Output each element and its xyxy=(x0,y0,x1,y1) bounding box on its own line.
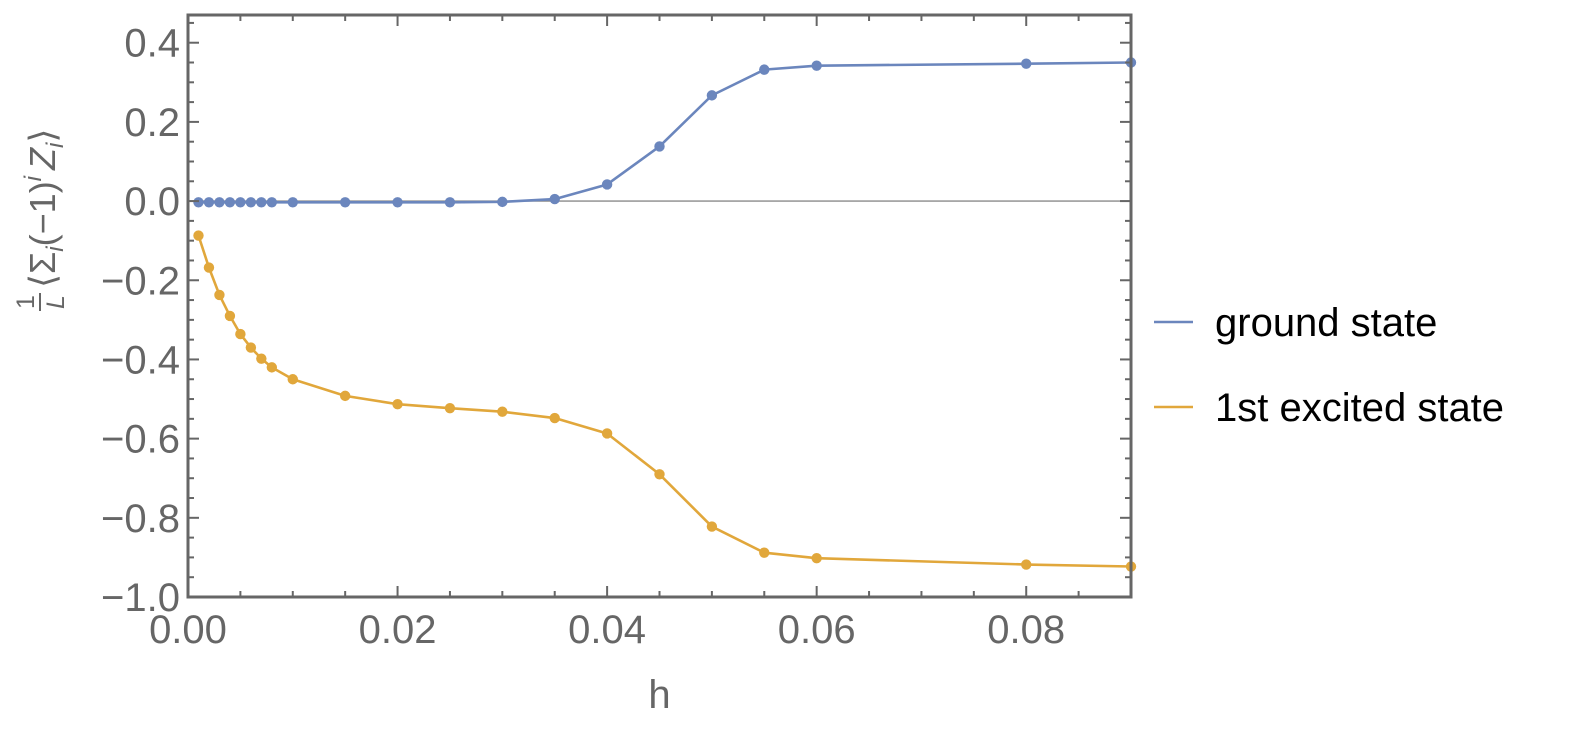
data-point xyxy=(444,197,456,208)
data-point xyxy=(444,402,456,414)
y-title-open: ⟨Σ xyxy=(22,252,63,288)
plot-frame xyxy=(186,13,1133,599)
data-point xyxy=(214,197,225,208)
data-point xyxy=(339,197,351,208)
legend: ground state 1st excited state xyxy=(1154,301,1504,430)
series-layer xyxy=(193,57,1137,572)
y-title-frac-num: 1 xyxy=(12,295,40,309)
series-line xyxy=(198,61,1132,204)
legend-label: ground state xyxy=(1215,301,1437,345)
data-point xyxy=(224,310,236,322)
data-point xyxy=(214,289,225,301)
y-tick-label: −0.4 xyxy=(101,338,180,382)
y-tick-label: −1.0 xyxy=(101,576,180,620)
data-point xyxy=(266,362,278,373)
y-title-sup-i: i xyxy=(20,175,47,181)
y-axis-title: 1 L ⟨Σi(−1)iZi⟩ xyxy=(12,129,70,311)
data-point xyxy=(549,412,560,424)
series-line xyxy=(197,235,1132,568)
data-point xyxy=(1021,58,1032,69)
x-axis-title: h xyxy=(648,673,670,717)
data-point xyxy=(706,90,718,101)
y-tick-label: −0.2 xyxy=(101,259,180,303)
data-point xyxy=(193,230,204,241)
data-point xyxy=(601,428,613,439)
data-point xyxy=(811,60,822,71)
data-point xyxy=(706,521,718,532)
y-tick-label: 0.2 xyxy=(124,101,180,145)
series-first-excited-state xyxy=(193,230,1137,572)
tick-label-layer: 0.00 0.02 0.04 0.06 0.08 0.4 0.2 0.0 −0.2 −0.4 −0.… xyxy=(101,22,1065,652)
data-point xyxy=(1021,559,1032,570)
data-point xyxy=(256,353,267,364)
x-tick-label: 0.02 xyxy=(359,608,437,652)
data-point xyxy=(811,553,822,564)
y-tick-label: 0.0 xyxy=(124,180,180,224)
data-point xyxy=(392,197,403,208)
data-point xyxy=(224,197,236,208)
data-point xyxy=(203,197,215,208)
data-point xyxy=(235,197,246,208)
data-point xyxy=(266,197,278,208)
x-tick-label: 0.00 xyxy=(149,608,227,652)
data-point xyxy=(759,547,770,558)
data-point xyxy=(245,197,257,208)
data-point xyxy=(245,342,257,353)
data-point xyxy=(497,406,508,417)
y-title-frac-den: L xyxy=(42,295,70,309)
data-point xyxy=(759,64,770,75)
data-point xyxy=(235,328,246,340)
data-point xyxy=(287,197,298,208)
y-title-sub-i2: i xyxy=(42,142,69,148)
data-point xyxy=(193,197,204,208)
y-title-sub-i1: i xyxy=(42,246,69,252)
data-point xyxy=(601,179,613,190)
data-point xyxy=(339,390,351,402)
x-tick-label: 0.06 xyxy=(778,608,856,652)
x-tick-label: 0.04 xyxy=(568,608,646,652)
y-title-close: ⟩ xyxy=(22,129,63,143)
data-point xyxy=(392,398,403,410)
x-tick-label: 0.08 xyxy=(987,608,1065,652)
y-tick-label: 0.4 xyxy=(124,22,180,66)
data-point xyxy=(497,196,508,208)
data-point xyxy=(203,262,215,273)
y-title-body: ⟨Σi(−1)iZi⟩ xyxy=(20,129,69,288)
data-point xyxy=(654,141,665,152)
tick-layer xyxy=(187,15,1132,598)
y-title-mid: (−1) xyxy=(22,181,63,246)
y-title-z: Z xyxy=(22,147,63,171)
y-tick-label: −0.8 xyxy=(101,497,180,541)
data-point xyxy=(287,374,298,385)
data-point xyxy=(549,193,560,205)
data-point xyxy=(256,197,267,208)
y-tick-label: −0.6 xyxy=(101,418,180,462)
series-ground-state xyxy=(193,57,1137,208)
legend-label: 1st excited state xyxy=(1215,386,1504,430)
data-point xyxy=(654,469,665,480)
